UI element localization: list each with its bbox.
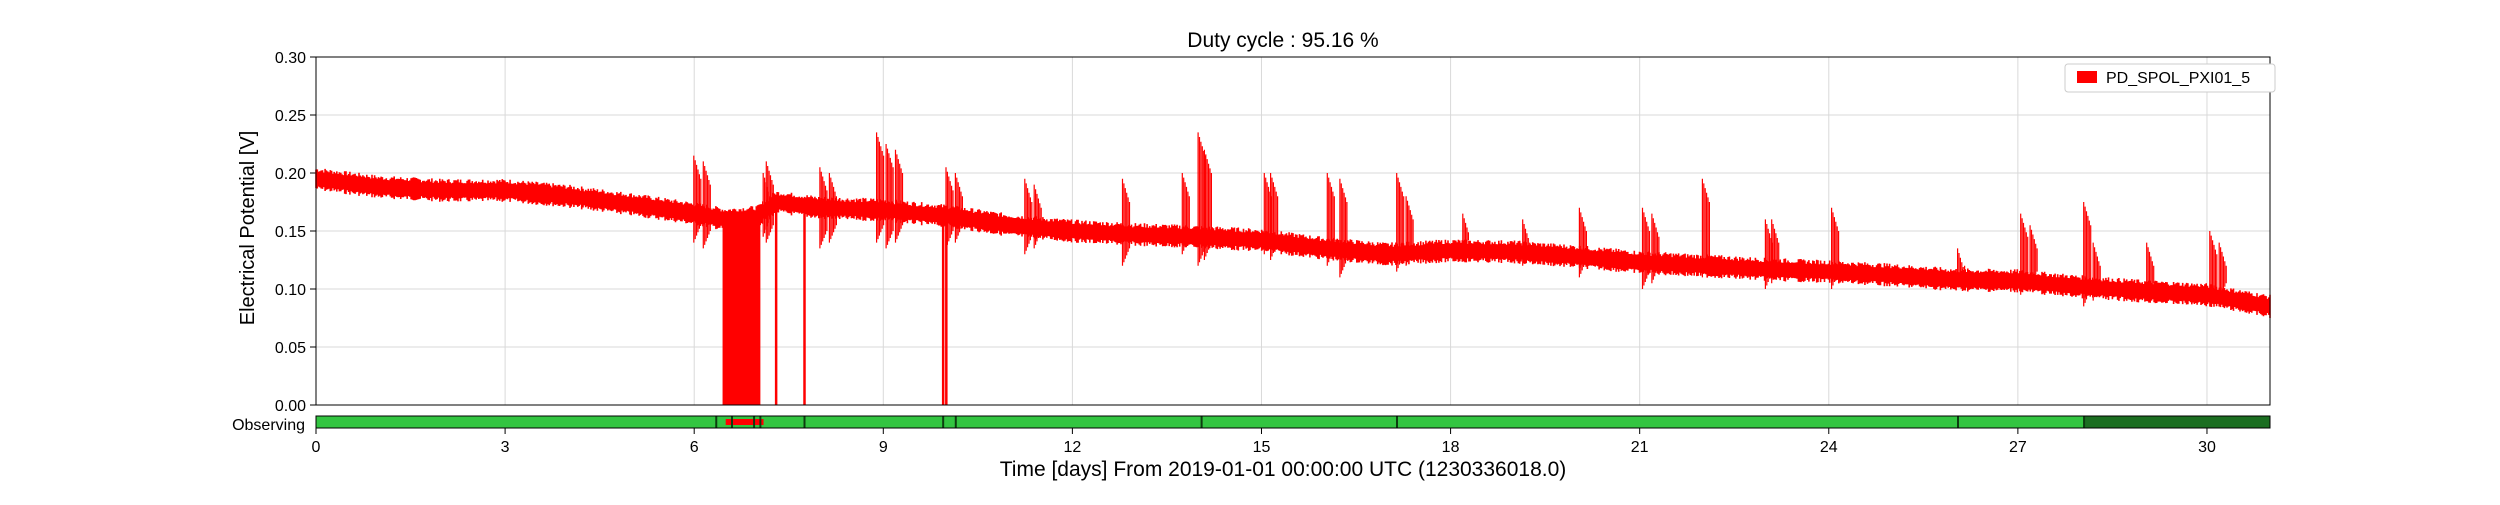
x-tick-label: 27 <box>2009 439 2027 456</box>
series-spike <box>2020 213 2029 295</box>
x-tick-label: 9 <box>879 439 888 456</box>
series-spike <box>702 161 711 249</box>
chart-title: Duty cycle : 95.16 % <box>1187 29 1378 52</box>
y-axis-label: Electrical Potential [V] <box>237 131 259 326</box>
series-spike <box>1326 173 1335 266</box>
x-tick-label: 6 <box>690 439 699 456</box>
series-spike <box>693 155 702 243</box>
segment-late <box>2084 416 2270 428</box>
y-tick-label: 0.05 <box>275 340 306 357</box>
series-spike <box>1121 178 1131 266</box>
series-spike <box>954 173 963 243</box>
segment-bar-label: Observing <box>232 417 305 434</box>
series-spike <box>1263 173 1272 255</box>
series-spike <box>1831 207 1840 289</box>
x-tick-label: 15 <box>1253 439 1271 456</box>
series-spike <box>2092 242 2101 301</box>
y-axis-ticks: 0.00 0.05 0.10 0.15 0.20 0.25 0.30 <box>275 50 316 415</box>
series-spike <box>1024 178 1033 255</box>
series-spike <box>894 149 904 243</box>
series-spike <box>2209 231 2218 307</box>
series-spike <box>876 132 885 243</box>
series-spike <box>1396 173 1405 272</box>
x-tick-label: 0 <box>312 439 321 456</box>
legend-swatch <box>2077 71 2097 83</box>
series-band-PD_SPOL_PXI01_5 <box>315 168 2271 318</box>
y-tick-label: 0.20 <box>275 166 306 183</box>
x-axis-ticks: 0 3 6 9 12 15 18 21 24 27 30 <box>312 428 2216 456</box>
legend-entry-label: PD_SPOL_PXI01_5 <box>2106 70 2250 87</box>
series-spike <box>1522 219 1531 266</box>
series-spike <box>1771 219 1780 284</box>
y-tick-label: 0.00 <box>275 398 306 415</box>
series-spike <box>1203 149 1212 260</box>
x-tick-label: 21 <box>1631 439 1649 456</box>
series-spike <box>1270 173 1279 260</box>
series-spike <box>2146 242 2155 301</box>
series-spike <box>765 161 774 243</box>
y-tick-label: 0.10 <box>275 282 306 299</box>
series-spike <box>819 167 828 249</box>
series-spike <box>1405 196 1414 266</box>
legend: PD_SPOL_PXI01_5 <box>2064 63 2276 93</box>
series-spike <box>2218 242 2227 301</box>
segment-frame <box>315 415 2271 429</box>
series-spike <box>1462 213 1469 255</box>
segment-bar <box>315 415 2271 429</box>
series-spike <box>828 173 837 243</box>
series-spike <box>1197 132 1206 266</box>
series-spike <box>885 144 894 249</box>
legend-box <box>2064 63 2276 93</box>
series-spike <box>1701 178 1710 278</box>
x-tick-label: 18 <box>1442 439 1460 456</box>
y-tick-label: 0.15 <box>275 224 306 241</box>
segment-inactive <box>725 419 764 425</box>
series-spike <box>1641 207 1651 289</box>
x-axis-label: Time [days] From 2019-01-01 00:00:00 UTC… <box>1000 458 1567 481</box>
series-spike <box>1339 178 1348 278</box>
series-spike <box>1764 219 1773 289</box>
grid-lines <box>315 56 2270 406</box>
series-spike <box>2083 202 2092 307</box>
segment-active <box>316 416 2270 428</box>
x-tick-label: 30 <box>2198 439 2216 456</box>
series-drop-region <box>722 213 761 405</box>
series-spike <box>1957 248 1966 284</box>
x-tick-label: 12 <box>1063 439 1081 456</box>
y-tick-label: 0.25 <box>275 108 306 125</box>
series-spike <box>1578 207 1587 278</box>
plot-area <box>315 132 2271 405</box>
x-tick-label: 3 <box>501 439 510 456</box>
series-spike <box>1651 213 1660 284</box>
series-spike <box>1033 184 1042 249</box>
series-spike <box>945 167 954 249</box>
series-spike <box>1181 173 1190 255</box>
y-tick-label: 0.30 <box>275 50 306 67</box>
series-spike <box>2029 225 2038 289</box>
x-tick-label: 24 <box>1820 439 1838 456</box>
plot-frame <box>315 56 2271 406</box>
